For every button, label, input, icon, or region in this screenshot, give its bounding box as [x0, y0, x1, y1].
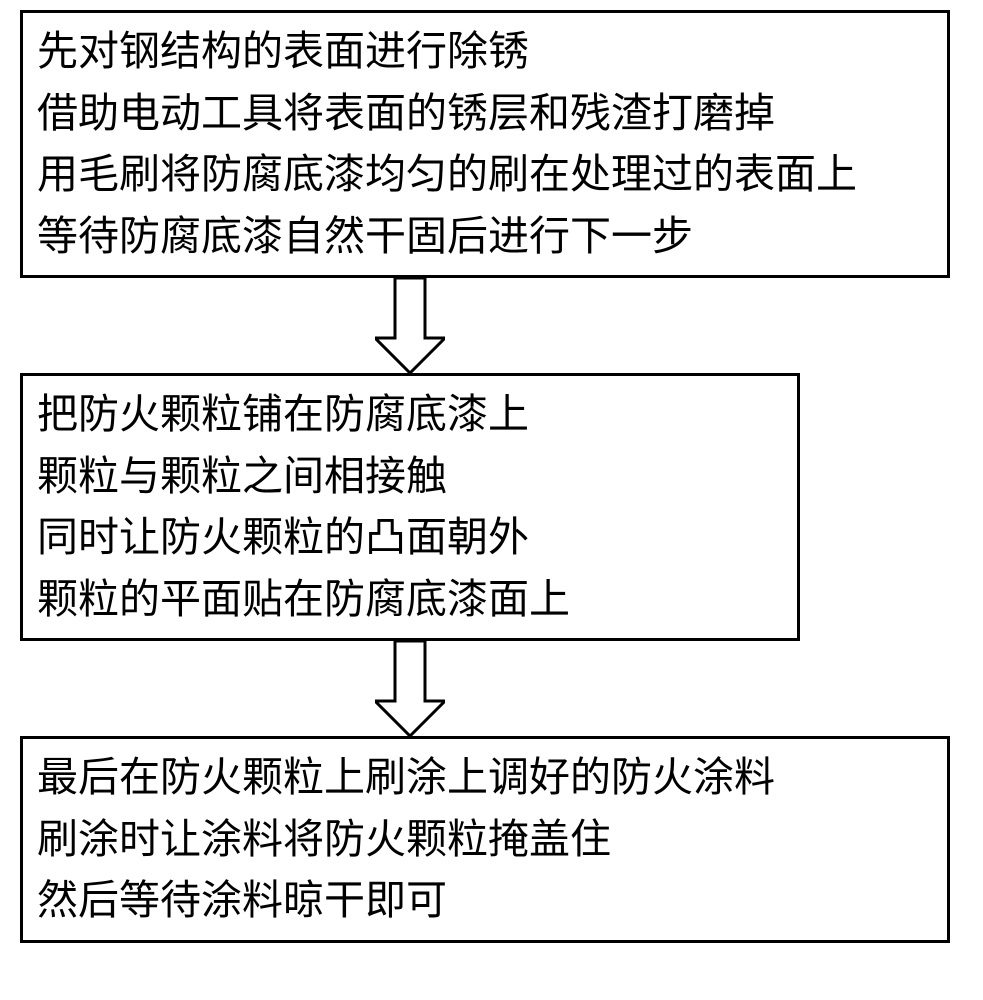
step-2-line-3: 同时让防火颗粒的凸面朝外	[37, 507, 783, 569]
step-2-line-4: 颗粒的平面贴在防腐底漆面上	[37, 569, 783, 631]
step-3-line-1: 最后在防火颗粒上刷涂上调好的防火涂料	[37, 747, 933, 809]
down-arrow-icon	[375, 641, 445, 736]
step-1-line-3: 用毛刷将防腐底漆均匀的刷在处理过的表面上	[37, 144, 933, 206]
down-arrow-icon	[375, 278, 445, 373]
flowchart-container: 先对钢结构的表面进行除锈 借助电动工具将表面的锈层和残渣打磨掉 用毛刷将防腐底漆…	[20, 10, 963, 943]
step-3-line-3: 然后等待涂料晾干即可	[37, 870, 933, 932]
step-3-line-2: 刷涂时让涂料将防火颗粒掩盖住	[37, 809, 933, 871]
step-1-line-1: 先对钢结构的表面进行除锈	[37, 21, 933, 83]
step-2-line-1: 把防火颗粒铺在防腐底漆上	[37, 384, 783, 446]
step-2-box: 把防火颗粒铺在防腐底漆上 颗粒与颗粒之间相接触 同时让防火颗粒的凸面朝外 颗粒的…	[20, 373, 800, 641]
step-1-box: 先对钢结构的表面进行除锈 借助电动工具将表面的锈层和残渣打磨掉 用毛刷将防腐底漆…	[20, 10, 950, 278]
step-3-box: 最后在防火颗粒上刷涂上调好的防火涂料 刷涂时让涂料将防火颗粒掩盖住 然后等待涂料…	[20, 736, 950, 943]
step-2-line-2: 颗粒与颗粒之间相接触	[37, 446, 783, 508]
step-1-line-4: 等待防腐底漆自然干固后进行下一步	[37, 206, 933, 268]
step-1-line-2: 借助电动工具将表面的锈层和残渣打磨掉	[37, 83, 933, 145]
arrow-1-container	[20, 278, 800, 373]
arrow-2-container	[20, 641, 800, 736]
